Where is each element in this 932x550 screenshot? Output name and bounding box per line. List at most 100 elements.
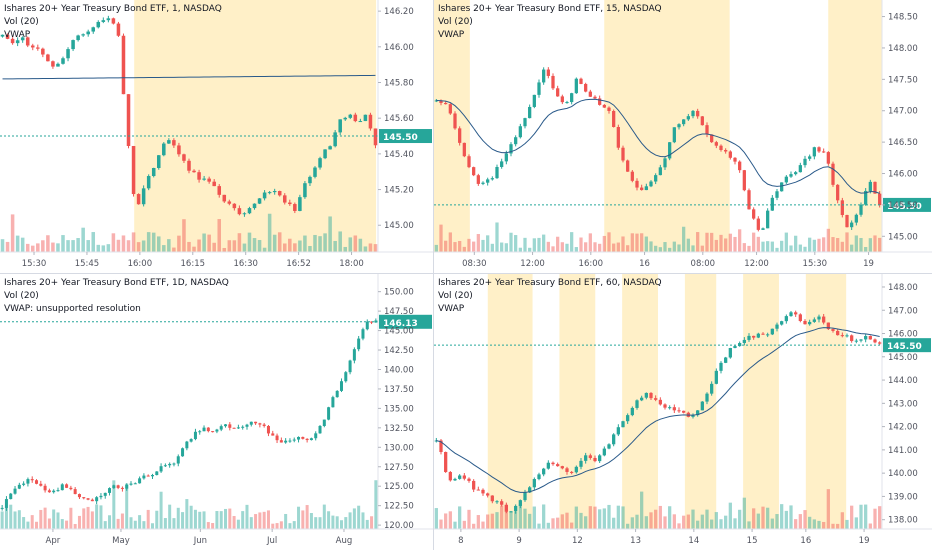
legend-title[interactable]: Ishares 20+ Year Treasury Bond ETF, 1, N… xyxy=(4,4,222,14)
candle-body xyxy=(556,464,560,467)
candle-body xyxy=(15,40,20,44)
candle-body xyxy=(845,214,849,228)
candle-body xyxy=(215,429,219,432)
candle-body xyxy=(808,156,812,159)
candle-body xyxy=(588,455,592,458)
candle-body xyxy=(565,102,569,104)
candle-body xyxy=(850,222,854,228)
volume-bar xyxy=(73,523,77,529)
volume-bar xyxy=(189,505,193,529)
volume-bar xyxy=(668,506,672,529)
volume-bar xyxy=(672,514,676,529)
candle-body xyxy=(0,507,4,509)
legend-volume[interactable]: Vol (20) xyxy=(438,17,473,27)
legend-vwap[interactable]: VWAP: unsupported resolution xyxy=(4,304,141,314)
volume-bar xyxy=(747,521,751,529)
volume-bar xyxy=(288,523,292,529)
volume-bar xyxy=(826,228,830,252)
candle-body xyxy=(185,441,189,449)
volume-bar xyxy=(677,523,681,529)
candle-body xyxy=(831,329,835,331)
candle-body xyxy=(644,186,648,191)
candle-body xyxy=(593,96,597,99)
volume-bar xyxy=(808,516,812,529)
candle-body xyxy=(61,58,65,64)
volume-bar xyxy=(439,519,443,529)
legend-title[interactable]: Ishares 20+ Year Treasury Bond ETF, 1D, … xyxy=(4,278,229,288)
y-tick-label: 145.00 xyxy=(888,353,918,363)
candle-body xyxy=(868,336,872,340)
volume-bar xyxy=(826,489,830,529)
legend-title[interactable]: Ishares 20+ Year Treasury Bond ETF, 15, … xyxy=(438,4,662,14)
pane-divider-horizontal[interactable] xyxy=(0,273,932,274)
candle-body xyxy=(574,78,578,94)
candle-body xyxy=(458,128,462,143)
candle-body xyxy=(120,487,124,489)
candle-body xyxy=(486,493,490,496)
legend-volume[interactable]: Vol (20) xyxy=(438,291,473,301)
pane-divider-vertical[interactable] xyxy=(433,0,434,550)
volume-bar xyxy=(668,247,672,252)
candle-body xyxy=(850,335,854,342)
session-highlight xyxy=(743,274,779,529)
volume-bar xyxy=(91,232,96,252)
legend-volume[interactable]: Vol (20) xyxy=(4,17,39,27)
candle-body xyxy=(523,492,527,501)
legend-vwap[interactable]: VWAP xyxy=(438,30,465,40)
volume-bar xyxy=(766,507,770,529)
volume-bar xyxy=(654,245,658,252)
candle-body xyxy=(249,421,253,425)
legend-vwap[interactable]: VWAP xyxy=(4,30,31,40)
volume-bar xyxy=(352,508,356,529)
candle-body xyxy=(738,161,742,171)
candle-body xyxy=(794,172,798,175)
volume-bar xyxy=(794,519,798,529)
volume-bar xyxy=(338,231,342,252)
volume-bar xyxy=(584,516,588,529)
y-tick-label: 147.50 xyxy=(888,75,918,85)
candle-body xyxy=(500,501,504,505)
candle-body xyxy=(733,346,737,349)
y-tick-label: 143.00 xyxy=(888,399,918,409)
chart-pane-1day[interactable]: Ishares 20+ Year Treasury Bond ETF, 1D, … xyxy=(0,274,433,550)
x-tick-label: 12:00 xyxy=(520,259,545,269)
candle-body xyxy=(219,426,223,430)
volume-bar xyxy=(348,512,352,529)
chart-pane-1min[interactable]: Ishares 20+ Year Treasury Bond ETF, 1, N… xyxy=(0,0,433,273)
candle-body xyxy=(292,439,296,441)
candle-body xyxy=(565,468,569,472)
volume-bar xyxy=(584,242,588,252)
candle-body xyxy=(607,444,611,449)
volume-bar xyxy=(434,244,438,252)
candle-body xyxy=(462,475,466,479)
candle-body xyxy=(444,452,448,473)
volume-bar xyxy=(472,523,476,529)
candle-body xyxy=(13,488,17,494)
candle-body xyxy=(125,484,129,489)
candle-body xyxy=(202,427,206,432)
volume-bar xyxy=(111,233,116,252)
chart-pane-60min[interactable]: Ishares 20+ Year Treasury Bond ETF, 60, … xyxy=(434,274,932,550)
legend-volume[interactable]: Vol (20) xyxy=(4,291,39,301)
legend-vwap[interactable]: VWAP xyxy=(438,304,465,314)
volume-bar xyxy=(293,243,297,252)
volume-bar xyxy=(249,517,253,529)
candle-body xyxy=(644,392,648,398)
volume-bar xyxy=(275,523,279,529)
volume-bar xyxy=(705,232,709,252)
volume-bar xyxy=(182,219,186,252)
candle-body xyxy=(288,440,292,442)
candle-body xyxy=(111,18,116,24)
volume-bar xyxy=(476,234,480,252)
volume-bar xyxy=(808,237,812,252)
legend-title[interactable]: Ishares 20+ Year Treasury Bond ETF, 60, … xyxy=(438,278,662,288)
candle-body xyxy=(523,118,527,127)
volume-bar xyxy=(46,235,50,252)
volume-bar xyxy=(780,240,784,252)
volume-bar xyxy=(873,235,877,252)
candle-body xyxy=(612,110,616,128)
candle-body xyxy=(177,145,181,155)
candle-body xyxy=(448,472,452,481)
chart-pane-15min[interactable]: Ishares 20+ Year Treasury Bond ETF, 15, … xyxy=(434,0,932,273)
volume-bar xyxy=(219,511,223,529)
